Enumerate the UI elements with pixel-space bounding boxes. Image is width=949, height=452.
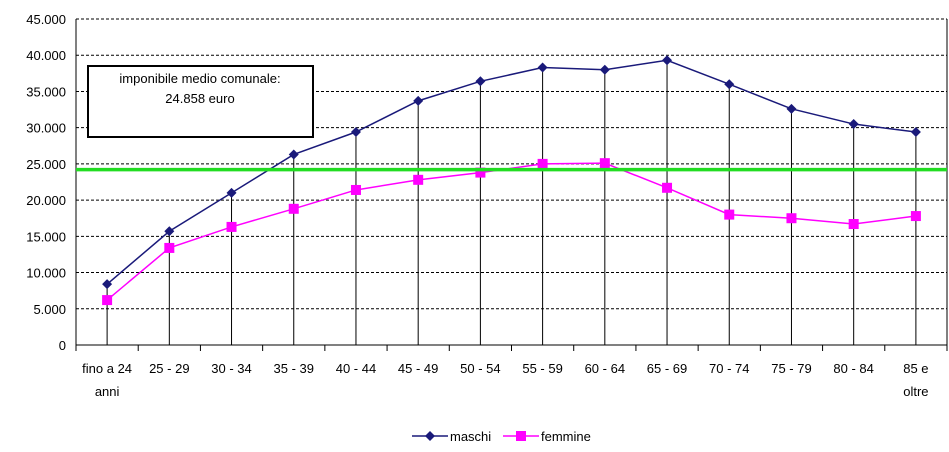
- x-tick-label: 85 e: [903, 361, 928, 376]
- x-tick-label: 30 - 34: [211, 361, 251, 376]
- x-tick-label: anni: [95, 384, 120, 399]
- femmine-point: [350, 184, 361, 195]
- maschi-point: [226, 187, 237, 198]
- x-tick-label: 80 - 84: [833, 361, 873, 376]
- femmine-point: [475, 167, 486, 178]
- x-tick-label: 45 - 49: [398, 361, 438, 376]
- axes: [75, 18, 948, 351]
- y-tick-label: 40.000: [26, 48, 66, 63]
- x-tick-label: oltre: [903, 384, 928, 399]
- y-tick-label: 5.000: [33, 302, 66, 317]
- maschi-point: [164, 226, 175, 237]
- grid-lines: [76, 18, 947, 310]
- maschi-point: [475, 76, 486, 87]
- femmine-point: [599, 158, 610, 169]
- femmine-point: [413, 174, 424, 185]
- maschi-point: [910, 127, 921, 138]
- femmine-point: [164, 242, 175, 253]
- femmine-point: [288, 203, 299, 214]
- legend-maschi-marker: [425, 431, 435, 441]
- x-tick-label: 35 - 39: [274, 361, 314, 376]
- y-tick-label: 10.000: [26, 266, 66, 281]
- maschi-point: [662, 55, 673, 66]
- legend: maschi femmine: [412, 429, 591, 444]
- femmine-point: [102, 295, 113, 306]
- tick-labels: 0 5.000 10.000 15.000 20.000 25.000 30.000 35.0…: [26, 12, 928, 399]
- x-tick-label: 50 - 54: [460, 361, 500, 376]
- y-tick-label: 35.000: [26, 84, 66, 99]
- maschi-line: [106, 59, 916, 285]
- maschi-point: [537, 62, 548, 73]
- femmine-point: [662, 182, 673, 193]
- x-tick-label: fino a 24: [82, 361, 132, 376]
- x-tick-label: 75 - 79: [771, 361, 811, 376]
- femmine-point: [537, 158, 548, 169]
- legend-femmine-marker: [516, 431, 526, 441]
- y-tick-label: 25.000: [26, 157, 66, 172]
- x-tick-label: 65 - 69: [647, 361, 687, 376]
- maschi-point: [786, 103, 797, 114]
- annotation-line-2: 24.858 euro: [165, 91, 234, 106]
- femmine-point: [724, 209, 735, 220]
- y-tick-label: 15.000: [26, 229, 66, 244]
- maschi-point: [848, 119, 859, 130]
- annotation-line-1: imponibile medio comunale:: [119, 71, 280, 86]
- x-tick-label: 60 - 64: [585, 361, 625, 376]
- annotation-frame: [87, 65, 314, 138]
- y-tick-label: 30.000: [26, 121, 66, 136]
- x-tick-label: 70 - 74: [709, 361, 749, 376]
- maschi-point: [102, 279, 113, 290]
- femmine-point: [910, 211, 921, 222]
- x-tick-label: 40 - 44: [336, 361, 376, 376]
- maschi-point: [288, 149, 299, 160]
- maschi-point: [350, 127, 361, 138]
- annotation-box: imponibile medio comunale: 24.858 euro: [87, 65, 314, 138]
- maschi-point: [599, 64, 610, 75]
- drop-lines: [106, 60, 917, 345]
- maschi-point: [413, 95, 424, 106]
- femmine-point: [848, 219, 859, 230]
- y-tick-label: 20.000: [26, 193, 66, 208]
- legend-maschi-label: maschi: [450, 429, 491, 444]
- femmine-point: [786, 213, 797, 224]
- legend-femmine-label: femmine: [541, 429, 591, 444]
- x-tick-label: 55 - 59: [522, 361, 562, 376]
- x-tick-label: 25 - 29: [149, 361, 189, 376]
- series-group: [76, 55, 947, 306]
- y-tick-label: 0: [59, 338, 66, 353]
- y-tick-label: 45.000: [26, 12, 66, 27]
- femmine-point: [226, 221, 237, 232]
- maschi-point: [724, 79, 735, 90]
